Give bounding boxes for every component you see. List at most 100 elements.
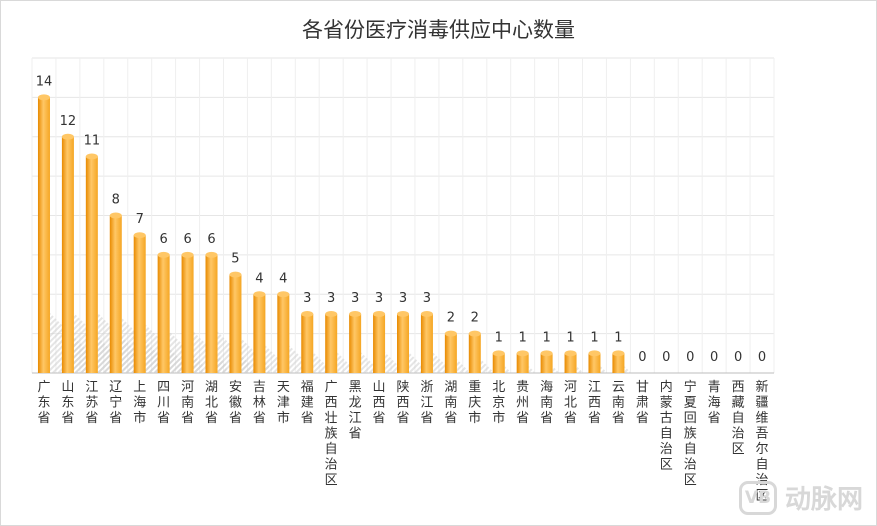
category-label: 福建省 (301, 380, 314, 426)
bar (157, 254, 170, 373)
bar-cap (325, 310, 338, 317)
data-label: 1 (542, 330, 550, 345)
category-char: 湖 (444, 380, 457, 395)
bar (397, 313, 409, 373)
category-char: 江 (349, 411, 362, 426)
category-char: 吾 (756, 427, 769, 442)
bar-cap (564, 350, 577, 357)
category-char: 市 (277, 410, 290, 426)
category-label: 河南省 (181, 380, 194, 426)
category-char: 海 (708, 396, 721, 411)
bar (37, 97, 50, 373)
category-char: 宁 (684, 379, 697, 395)
bar-cap (277, 291, 290, 298)
bar (468, 333, 481, 373)
category-char: 族 (325, 426, 338, 442)
category-char: 广 (325, 380, 338, 395)
category-char: 四 (157, 380, 170, 395)
category-char: 州 (516, 396, 529, 411)
category-char: 北 (205, 396, 218, 411)
category-char: 疆 (756, 396, 769, 411)
category-char: 自 (732, 411, 745, 426)
category-label: 天津市 (277, 380, 290, 426)
bar (492, 353, 505, 373)
category-label: 重庆市 (468, 379, 481, 426)
bar-shadow (504, 366, 511, 373)
category-char: 山 (61, 380, 74, 395)
category-label: 四川省 (157, 380, 170, 426)
category-char: 省 (349, 427, 362, 442)
bar (61, 136, 74, 373)
data-label: 1 (495, 330, 503, 345)
category-char: 市 (492, 410, 505, 426)
category-char: 北 (492, 380, 505, 395)
category-label: 云南省 (612, 380, 625, 426)
category-char: 甘 (636, 380, 649, 395)
bar (444, 333, 457, 373)
category-char: 河 (181, 380, 194, 395)
category-char: 族 (684, 426, 697, 442)
bar (277, 294, 290, 373)
category-char: 云 (612, 380, 625, 395)
category-char: 苏 (85, 395, 98, 411)
bar-shadow (456, 359, 468, 373)
bar (420, 313, 433, 373)
bar (181, 254, 194, 373)
data-label: 6 (183, 232, 191, 247)
bar (516, 353, 529, 373)
category-char: 省 (373, 411, 386, 426)
bar-cap (397, 310, 409, 317)
category-char: 藏 (732, 396, 745, 411)
category-char: 山 (373, 380, 386, 395)
category-label: 青海省 (708, 380, 721, 426)
category-label: 贵州省 (516, 380, 529, 426)
bar-cap (301, 310, 314, 317)
category-char: 省 (109, 411, 122, 426)
category-char: 回 (684, 411, 697, 426)
category-char: 自 (756, 458, 769, 473)
category-label: 江苏省 (85, 380, 98, 426)
bar-shadow (552, 366, 559, 373)
bar (301, 313, 314, 373)
category-char: 省 (85, 411, 98, 426)
category-char: 陕 (396, 380, 409, 395)
data-label: 0 (638, 350, 646, 365)
category-char: 区 (756, 489, 769, 504)
category-label: 广西壮族自治区 (325, 380, 338, 488)
category-char: 治 (660, 442, 673, 457)
category-label: 西藏自治区 (732, 380, 745, 457)
data-label: 3 (399, 291, 407, 306)
category-char: 尔 (756, 442, 769, 457)
category-char: 省 (37, 411, 50, 426)
bar (325, 313, 338, 373)
category-char: 贵 (516, 380, 529, 395)
bar-cap (612, 350, 625, 357)
category-label: 安徽省 (229, 380, 242, 426)
data-label: 14 (36, 74, 53, 89)
bar (205, 254, 218, 373)
data-label: 2 (471, 311, 479, 326)
category-char: 省 (181, 411, 194, 426)
category-char: 龙 (349, 396, 362, 411)
category-char: 省 (444, 411, 457, 426)
bar-cap (181, 251, 194, 258)
category-char: 治 (325, 458, 338, 473)
bar (349, 313, 362, 373)
data-label: 12 (60, 114, 77, 129)
category-label: 湖北省 (205, 380, 218, 426)
category-char: 南 (181, 395, 194, 411)
category-label: 黑龙江省 (349, 380, 362, 442)
category-label: 广东省 (37, 380, 50, 426)
category-char: 天 (277, 380, 290, 395)
category-char: 省 (253, 411, 266, 426)
category-char: 区 (660, 458, 673, 473)
category-char: 省 (229, 411, 242, 426)
category-label: 内蒙古自治区 (660, 379, 673, 473)
data-label: 8 (112, 193, 120, 208)
category-char: 重 (468, 379, 481, 395)
category-char: 市 (468, 410, 481, 426)
bar-cap (373, 310, 386, 317)
category-label: 北京市 (492, 380, 505, 426)
category-char: 省 (540, 411, 553, 426)
category-char: 省 (636, 411, 649, 426)
